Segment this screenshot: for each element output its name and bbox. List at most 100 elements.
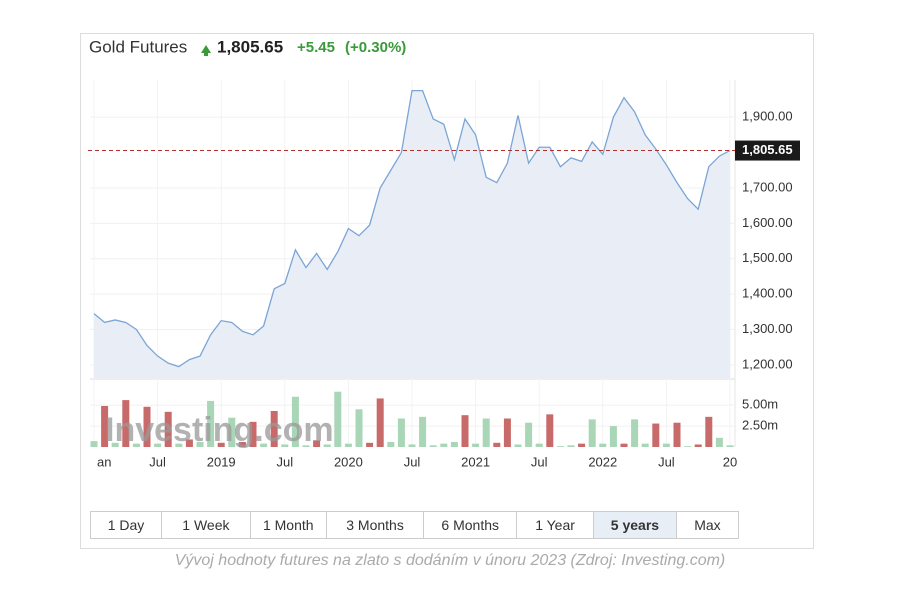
volume-bar	[652, 423, 660, 447]
volume-bar	[493, 442, 501, 447]
range-button[interactable]: 1 Year	[517, 512, 595, 538]
volume-bar	[705, 416, 713, 447]
volume-bar	[185, 439, 193, 447]
up-arrow	[201, 45, 211, 56]
volume-bar	[429, 445, 437, 447]
volume-bar	[620, 443, 628, 447]
watermark: Investing.com	[105, 411, 334, 449]
y-tick-label: 5.00m	[742, 397, 778, 412]
x-tick-label: 20	[723, 454, 737, 469]
price-line	[93, 89, 731, 368]
area	[94, 90, 730, 378]
volume-bar	[482, 418, 490, 447]
volume-bar	[408, 444, 416, 447]
y-tick-label: 1,400.00	[742, 286, 793, 301]
range-button[interactable]: 1 Week	[162, 512, 251, 538]
x-tick-label: Jul	[404, 454, 421, 469]
volume-bar	[472, 443, 480, 447]
volume-bar	[556, 446, 564, 447]
volume-bar	[694, 444, 702, 447]
volume-bar	[313, 440, 321, 447]
caption: Vývoj hodnoty futures na zlato s dodáním…	[174, 552, 726, 569]
range-button[interactable]: 1 Month	[251, 512, 327, 538]
volume-bar	[503, 418, 511, 447]
volume-bar	[567, 445, 575, 447]
volume-bar	[281, 444, 289, 447]
volume-bar	[355, 409, 363, 447]
volume-bar	[376, 398, 384, 447]
x-tick-label: 2019	[207, 454, 236, 469]
y-tick-label: 1,700.00	[742, 179, 793, 194]
volume-bar	[514, 444, 522, 447]
volume-bar	[641, 443, 649, 447]
x-tick-label: Jul	[531, 454, 548, 469]
x-tick-label: Jul	[658, 454, 675, 469]
x-tick-label: 2021	[461, 454, 490, 469]
x-tick-label: an	[97, 454, 111, 469]
volume-bar	[238, 441, 246, 447]
volume-bar	[132, 443, 140, 447]
volume-bar	[684, 446, 692, 447]
volume-bar	[260, 443, 268, 447]
volume-bar	[217, 442, 225, 447]
volume-bar	[154, 443, 162, 447]
volume-bar	[111, 442, 119, 447]
y-tick-label: 1,300.00	[742, 321, 793, 336]
volume-bar	[270, 410, 278, 447]
volume-bar	[334, 391, 342, 447]
volume-bar	[440, 443, 448, 447]
volume-bar	[196, 441, 204, 447]
range-button[interactable]: 3 Months	[327, 512, 425, 538]
volume-bar	[302, 445, 310, 447]
range-button[interactable]: Max	[694, 517, 721, 533]
y-tick-label: 1,200.00	[742, 356, 793, 371]
volume-bar	[578, 443, 586, 447]
y-tick-label: 1,600.00	[742, 215, 793, 230]
volume-bar	[175, 443, 183, 447]
chart-title: Gold Futures	[89, 37, 187, 56]
x-tick-label: Jul	[149, 454, 166, 469]
price: 1,805.65	[217, 37, 283, 56]
volume-bar	[164, 411, 172, 447]
range-buttons: 1 Day 1 Week 1 Month 3 Months 6 Months 1 Year…	[90, 511, 739, 539]
volume-bar	[101, 405, 109, 447]
volume-bar	[450, 441, 458, 447]
volume-bar	[461, 415, 469, 447]
range-button[interactable]: 5 years	[594, 512, 677, 538]
volume-bar	[366, 442, 374, 447]
volume-bar	[143, 406, 151, 447]
volume-bar	[122, 400, 130, 447]
volume-bar	[673, 422, 681, 447]
volume-bar	[546, 414, 554, 447]
volume-bar	[535, 443, 543, 447]
x-tick-label: 2022	[588, 454, 617, 469]
volume-bar	[387, 441, 395, 447]
x-tick-label: 2020	[334, 454, 363, 469]
x-tick-label: Jul	[276, 454, 293, 469]
volume-bar	[599, 443, 607, 447]
volume-bar	[588, 419, 596, 447]
volume-bar	[207, 400, 215, 447]
volume-bar	[249, 421, 257, 447]
current-price-box	[735, 140, 800, 161]
range-button[interactable]: 1 Day	[91, 512, 163, 538]
change-pct: (+0.30%)	[345, 39, 406, 56]
y-tick-label: 2.50m	[742, 418, 778, 433]
current-price-label: 1,805.65	[742, 142, 793, 157]
volume-bar	[631, 419, 639, 447]
volume-bar	[662, 443, 670, 447]
y-tick-label: 1,900.00	[742, 109, 793, 124]
range-button[interactable]: 6 Months	[424, 512, 518, 538]
volume-bar	[715, 437, 723, 447]
volume-bar	[228, 417, 236, 447]
volume-bar	[323, 444, 331, 447]
volume-bar	[726, 445, 734, 447]
y-tick-label: 1,500.00	[742, 250, 793, 265]
volume-bar	[397, 418, 405, 447]
change: +5.45	[297, 39, 335, 56]
frame	[80, 33, 814, 549]
volume-bar	[419, 416, 427, 447]
volume-bar	[291, 396, 299, 447]
